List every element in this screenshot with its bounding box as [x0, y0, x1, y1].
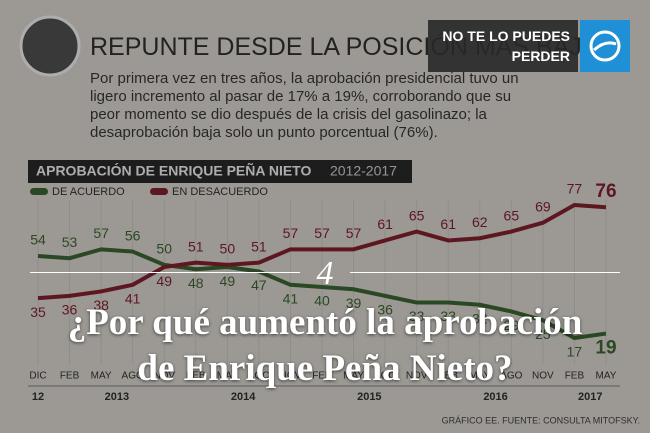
data-label: 50: [156, 241, 172, 257]
x-tick-label: NOV: [532, 371, 554, 382]
data-label: 33: [440, 308, 456, 324]
data-label: 33: [409, 308, 425, 324]
x-tick-label: DIC: [29, 371, 46, 382]
year-label: 2016: [483, 391, 507, 403]
data-label: 48: [188, 275, 204, 291]
x-tick-label: FEB: [565, 371, 585, 382]
x-tick-label: NOV: [280, 371, 302, 382]
legend-label: DE ACUERDO: [52, 186, 125, 198]
data-label: 36: [377, 302, 393, 318]
series-line: [37, 202, 607, 301]
data-label: 77: [567, 181, 583, 197]
data-label: 38: [93, 297, 109, 313]
data-label: 41: [125, 291, 141, 307]
legend-swatch: [150, 188, 168, 195]
data-label: 61: [440, 216, 456, 232]
data-label: 62: [472, 214, 488, 230]
data-label: 57: [93, 225, 109, 241]
source: GRÁFICO EE. FUENTE: CONSULTA MITOFSKY.: [442, 415, 640, 425]
data-label: 76: [595, 181, 616, 202]
data-label: 35: [30, 304, 46, 320]
data-label: 25: [535, 326, 551, 342]
year-label: 2017: [578, 391, 602, 403]
data-label: 57: [283, 225, 299, 241]
year-label: 2013: [105, 391, 129, 403]
data-label: 51: [188, 238, 204, 254]
overlay-number: 4: [316, 255, 334, 292]
data-label: 56: [125, 227, 141, 243]
x-tick-label: MAY: [91, 371, 112, 382]
chart-subtitle: 2012-2017: [330, 163, 397, 179]
rule: [30, 272, 300, 273]
data-label: 41: [283, 291, 299, 307]
badge[interactable]: NO TE LO PUEDES PERDER: [428, 20, 578, 72]
year-label: 2015: [357, 391, 381, 403]
data-label: 53: [62, 234, 78, 250]
data-label: 69: [535, 198, 551, 214]
data-label: 36: [62, 302, 78, 318]
data-label: 57: [314, 225, 330, 241]
x-tick-label: MAY: [596, 371, 617, 382]
x-tick-label: AGO: [374, 371, 396, 382]
data-label: 29: [504, 317, 520, 333]
chart-title: APROBACIÓN DE ENRIQUE PEÑA NIETO: [36, 162, 311, 179]
x-tick-label: MAY: [469, 371, 490, 382]
overlay-headline[interactable]: ¿Por qué aumentó la aprobación de Enriqu…: [67, 302, 583, 389]
x-tick-label: FEB: [186, 371, 206, 382]
data-label: 17: [567, 344, 583, 360]
header-body: Por primera vez en tres años, la aprobac…: [90, 70, 519, 141]
data-label: 49: [220, 273, 236, 289]
series-line: [37, 247, 607, 341]
year-label: 2014: [231, 391, 256, 403]
data-label: 54: [30, 232, 46, 248]
data-label: 39: [346, 295, 362, 311]
data-label: 51: [251, 238, 267, 254]
data-label: 61: [377, 216, 393, 232]
x-tick-label: MAY: [343, 371, 364, 382]
data-label: 65: [409, 207, 425, 223]
year-label: 12: [32, 391, 44, 403]
data-label: 32: [472, 310, 488, 326]
data-label: 40: [314, 293, 330, 309]
x-tick-label: NOV: [153, 371, 175, 382]
data-label: 19: [595, 338, 616, 359]
portrait: [19, 15, 81, 77]
legend-label: EN DESACUERDO: [172, 186, 268, 198]
chart-title-bar: [28, 160, 412, 183]
x-tick-label: FEB: [312, 371, 332, 382]
x-tick-label: FEB: [60, 371, 80, 382]
data-label: 47: [251, 277, 267, 293]
data-label: 50: [220, 241, 236, 257]
x-tick-label: FEB: [438, 371, 458, 382]
x-tick-label: NOV: [406, 371, 428, 382]
data-label: 57: [346, 225, 362, 241]
logo[interactable]: [580, 20, 630, 72]
x-tick-label: AGO: [500, 371, 522, 382]
x-tick-label: AGO: [122, 371, 144, 382]
rule: [350, 272, 620, 273]
data-label: 49: [156, 273, 172, 289]
x-tick-label: MAY: [217, 371, 238, 382]
legend-swatch: [30, 188, 48, 195]
data-label: 65: [504, 207, 520, 223]
x-tick-label: AGO: [248, 371, 270, 382]
